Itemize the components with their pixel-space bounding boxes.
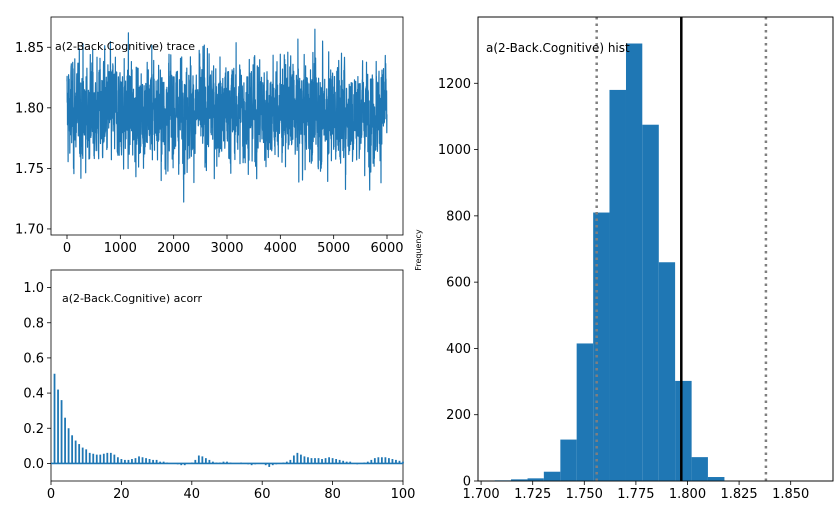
hist-bar: [576, 343, 594, 481]
hist-ytick-label: 600: [446, 276, 471, 291]
hist-bar: [707, 477, 725, 481]
trace-xtick-label: 5000: [317, 241, 350, 256]
hist-bar: [691, 457, 708, 481]
acorr-ytick-label: 0.6: [23, 351, 44, 366]
acorr-xtick-label: 60: [254, 487, 271, 502]
hist-ytick-label: 400: [446, 342, 471, 357]
trace-ytick-label: 1.80: [15, 101, 44, 116]
acorr-xtick-label: 40: [184, 487, 201, 502]
hist-panel: 1.700 1.725 1.750 1.775 1.800 1.825 1.850 0 200 4…: [414, 16, 834, 502]
hist-xtick-label: 1.825: [720, 487, 757, 502]
hist-xtick-label: 1.750: [566, 487, 603, 502]
trace-ytick-label: 1.85: [15, 41, 44, 56]
hist-ylabel: Frequency: [414, 229, 423, 271]
trace-xtick-label: 4000: [264, 241, 297, 256]
hist-ytick-label: 0: [463, 475, 471, 490]
trace-panel: 0 1000 2000 3000 4000 5000 6000 1.70 1.75 1.80 1.8…: [15, 16, 404, 256]
hist-title: a(2-Back.Cognitive) hist: [486, 41, 630, 55]
acorr-xtick-label: 100: [391, 487, 416, 502]
trace-title: a(2-Back.Cognitive) trace: [55, 40, 195, 53]
trace-xtick-label: 2000: [157, 241, 190, 256]
trace-frame: [50, 16, 404, 236]
hist-xtick-label: 1.775: [617, 487, 654, 502]
trace-xtick-label: 6000: [370, 241, 403, 256]
acorr-ytick-label: 1.0: [23, 281, 44, 296]
trace-xtick-label: 3000: [210, 241, 243, 256]
hist-ytick-label: 1200: [438, 77, 471, 92]
hist-bar: [560, 439, 577, 481]
trace-xtick-label: 1000: [104, 241, 137, 256]
hist-xtick-label: 1.800: [669, 487, 706, 502]
acorr-xtick-label: 80: [324, 487, 341, 502]
acorr-frame: [50, 269, 404, 482]
hist-bar: [609, 89, 626, 482]
hist-ytick-label: 200: [446, 408, 471, 423]
hist-frame-top: [477, 16, 834, 482]
trace-xtick-label: 0: [63, 241, 71, 256]
acorr-ytick-label: 0.8: [23, 316, 44, 331]
acorr-title: a(2-Back.Cognitive) acorr: [62, 292, 203, 305]
trace-ytick-label: 1.70: [15, 222, 44, 237]
hist-xtick-label: 1.850: [772, 487, 809, 502]
acorr-ytick-label: 0.4: [23, 387, 44, 402]
hist-bar: [543, 471, 561, 481]
acorr-panel: 0 20 40 60 80 100 0.0 0.2 0.4 0.6 0.8 1.0 a(2-Back.…: [23, 269, 416, 502]
acorr-xtick-label: 0: [47, 487, 55, 502]
acorr-ytick-label: 0.2: [23, 422, 44, 437]
acorr-ytick-label: 0.0: [23, 457, 44, 472]
hist-bar: [658, 262, 676, 481]
trace-ytick-label: 1.75: [15, 162, 44, 177]
hist-bar: [625, 43, 643, 482]
hist-bar: [511, 479, 528, 481]
hist-xtick-label: 1.700: [462, 487, 499, 502]
hist-ytick-label: 1000: [438, 143, 471, 158]
hist-bar: [642, 124, 659, 481]
hist-xtick-label: 1.725: [514, 487, 551, 502]
hist-ytick-label: 800: [446, 209, 471, 224]
hist-bar: [527, 478, 544, 481]
trace-series-line: [66, 28, 388, 203]
hist-bar: [675, 380, 692, 481]
acorr-xtick-label: 20: [113, 487, 130, 502]
